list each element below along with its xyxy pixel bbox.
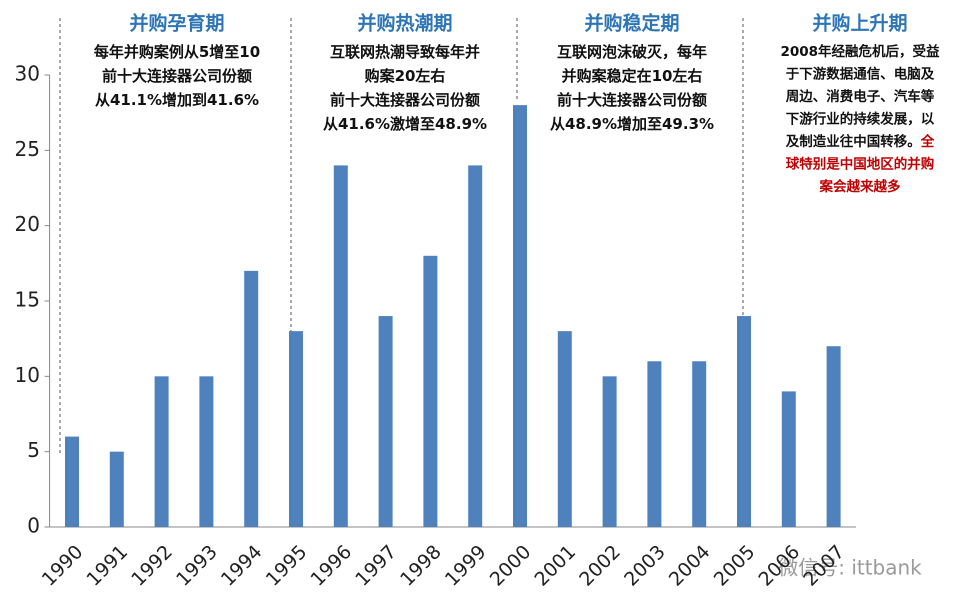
period-text-segment: 于下游数据通信、电脑及 (786, 66, 935, 83)
period-title: 并购热潮期 (357, 12, 452, 35)
period-text: 从48.9%增加至49.3% (550, 115, 714, 133)
bar (468, 165, 483, 527)
bar (737, 316, 751, 527)
x-tick-label: 2000 (486, 541, 536, 591)
period-text: 从41.1%增加到41.6% (95, 91, 259, 109)
bar (109, 451, 124, 527)
period-text: 前十大连接器公司份额 (102, 67, 252, 85)
y-tick-label: 0 (27, 514, 40, 538)
x-tick-label: 1999 (441, 541, 491, 591)
bar (826, 346, 841, 527)
y-tick-label: 5 (27, 438, 40, 462)
period-text: 互联网泡沫破灭，每年 (557, 43, 707, 61)
bar (65, 436, 79, 527)
period-text-segment: 2008年经融危机后，受益 (780, 43, 940, 60)
y-tick-label: 25 (15, 137, 40, 161)
x-tick-label: 1996 (306, 541, 356, 591)
period-text-segment: 互联网泡沫破灭，每年 (557, 43, 707, 61)
x-tick-label: 2003 (620, 541, 670, 591)
period-text: 球特别是中国地区的并购 (786, 156, 935, 173)
watermark: 微信号: ittbank (778, 556, 922, 580)
period-text: 并购案稳定在10左右 (562, 67, 703, 85)
period-text-segment: 并购案稳定在10左右 (562, 67, 703, 85)
y-tick-label: 15 (15, 288, 40, 312)
x-tick-label: 1991 (82, 541, 132, 591)
period-text-segment: 球特别是中国地区的并购 (786, 156, 935, 173)
x-tick-label: 1998 (396, 541, 446, 591)
bar (244, 270, 259, 527)
x-tick-label: 1995 (262, 541, 312, 591)
bar (154, 376, 169, 527)
bar (781, 391, 796, 527)
period-text: 2008年经融危机后，受益 (780, 43, 940, 60)
bar (692, 361, 707, 527)
x-tick-label: 1993 (172, 541, 222, 591)
bar (333, 165, 348, 527)
period-text-segment: 购案20左右 (365, 67, 446, 85)
x-tick-label: 1994 (217, 541, 267, 591)
bar (647, 361, 662, 527)
x-tick-label: 1997 (351, 541, 401, 591)
period-text: 互联网热潮导致每年并 (330, 43, 480, 61)
period-text: 及制造业往中国转移。全 (786, 133, 935, 150)
period-text: 前十大连接器公司份额 (557, 91, 707, 109)
y-tick-label: 30 (15, 62, 40, 86)
period-text: 周边、消费电子、汽车等 (786, 88, 935, 105)
period-text: 前十大连接器公司份额 (330, 91, 480, 109)
period-text: 从41.6%激增至48.9% (323, 115, 487, 133)
bar (423, 255, 438, 528)
period-text-segment: 从41.1%增加到41.6% (95, 91, 259, 109)
y-tick-label: 20 (15, 212, 40, 236)
period-text: 案会越来越多 (819, 178, 901, 195)
period-text-segment: 前十大连接器公司份额 (557, 91, 707, 109)
bar (557, 331, 572, 527)
bar (602, 376, 617, 527)
period-title: 并购孕育期 (129, 12, 224, 35)
bar (378, 316, 393, 527)
period-text-segment: 前十大连接器公司份额 (102, 67, 252, 85)
period-text-segment: 互联网热潮导致每年并 (330, 43, 480, 61)
period-text-segment: 前十大连接器公司份额 (330, 91, 480, 109)
period-text-segment: 下游行业的持续发展，以 (786, 111, 935, 128)
x-tick-label: 2005 (710, 541, 760, 591)
period-text-segment: 全 (920, 133, 935, 150)
x-tick-label: 1992 (127, 541, 177, 591)
x-tick-label: 2002 (575, 541, 625, 591)
x-tick-label: 2004 (665, 541, 715, 591)
period-title: 并购上升期 (812, 12, 907, 35)
period-text-segment: 周边、消费电子、汽车等 (786, 88, 935, 105)
x-tick-label: 2001 (530, 541, 580, 591)
x-tick-label: 1990 (38, 541, 88, 591)
period-text: 购案20左右 (365, 67, 446, 85)
bar (513, 105, 527, 527)
period-title: 并购稳定期 (584, 12, 679, 35)
y-tick-label: 10 (15, 363, 40, 387)
period-text-segment: 每年并购案例从5增至10 (94, 43, 260, 61)
period-text-segment: 从41.6%激增至48.9% (323, 115, 487, 133)
bar (199, 376, 214, 527)
period-text: 下游行业的持续发展，以 (786, 111, 935, 128)
period-text-segment: 及制造业往中国转移。 (786, 133, 921, 150)
bar (289, 331, 303, 527)
period-text-segment: 案会越来越多 (819, 178, 901, 195)
period-text: 于下游数据通信、电脑及 (786, 66, 935, 83)
period-text-segment: 从48.9%增加至49.3% (550, 115, 714, 133)
period-text: 每年并购案例从5增至10 (94, 43, 260, 61)
